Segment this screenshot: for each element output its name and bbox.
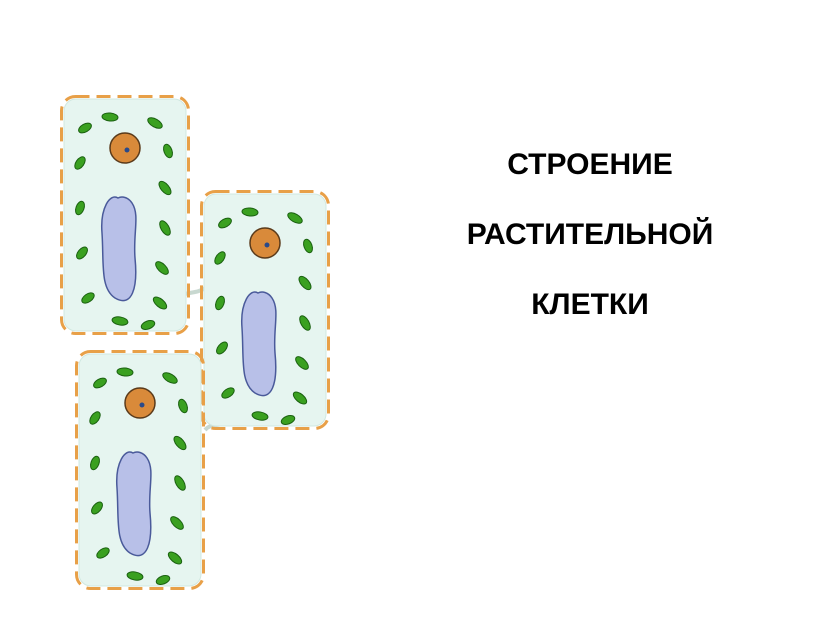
nucleolus <box>125 148 130 153</box>
vacuole <box>117 452 151 556</box>
title-line-1: СТРОЕНИЕ <box>400 130 780 200</box>
plant-cell-3 <box>77 352 204 589</box>
plant-cell-1 <box>62 97 189 334</box>
nucleus <box>250 228 280 258</box>
nucleus <box>110 133 140 163</box>
diagram-canvas: СТРОЕНИЕ РАСТИТЕЛЬНОЙ КЛЕТКИ <box>0 0 816 613</box>
title-block: СТРОЕНИЕ РАСТИТЕЛЬНОЙ КЛЕТКИ <box>400 130 780 340</box>
nucleolus <box>140 403 145 408</box>
vacuole <box>242 292 276 396</box>
title-line-3: КЛЕТКИ <box>400 270 780 340</box>
title-line-2: РАСТИТЕЛЬНОЙ <box>400 200 780 270</box>
nucleus <box>125 388 155 418</box>
nucleolus <box>265 243 270 248</box>
vacuole <box>102 197 136 301</box>
plant-cell-2 <box>202 192 329 429</box>
